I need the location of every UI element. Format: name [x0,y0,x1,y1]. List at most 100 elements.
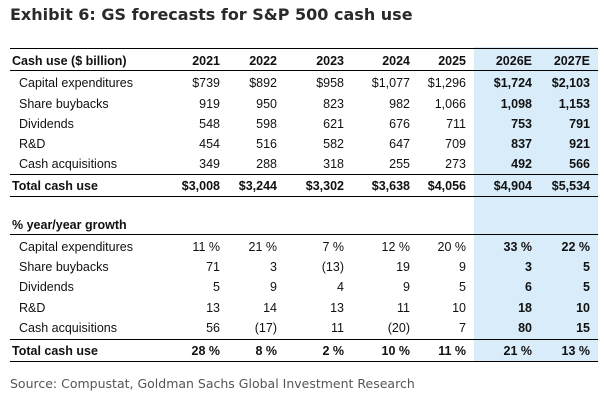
growth-row: Share buybacks 71 3 (13) 19 9 3 5 [0,257,604,277]
value-cell: 10 [576,301,590,315]
growth-row: Capital expenditures 11 % 21 % 7 % 12 % 20 % 3… [0,237,604,257]
value-cell: 921 [569,137,590,151]
data-row: Share buybacks 919 950 823 982 1,066 1,098 1,15… [0,94,604,114]
value-cell: 6 [525,280,532,294]
value-cell: 9 [403,280,410,294]
value-cell: (17) [254,321,277,335]
value-cell: 711 [446,117,466,131]
value-cell: $4,056 [427,179,466,193]
value-cell: 5 [583,280,590,294]
value-cell: 255 [389,157,410,171]
value-cell: 10 [452,301,466,315]
year-header: 2023 [316,54,344,68]
bottom-rule [10,361,598,362]
value-cell: 288 [256,157,277,171]
year-header: 2021 [192,54,220,68]
value-cell: 33 % [503,240,533,254]
value-cell: 5 [213,280,220,294]
value-cell: 919 [199,97,220,111]
value-cell: 7 [459,321,466,335]
value-cell: 548 [199,117,220,131]
value-cell: 15 [576,321,590,335]
row-label: Cash acquisitions [19,321,117,335]
value-cell: 621 [323,117,344,131]
total-rule-top [10,174,598,175]
data-row: Dividends 548 598 621 676 711 753 791 [0,114,604,134]
value-cell: 11 % [192,240,220,254]
total-row: Total cash use $3,008 $3,244 $3,302 $3,638 $4… [0,176,604,196]
value-cell: 1,066 [434,97,466,111]
value-cell: 950 [256,97,277,111]
value-cell: 3 [270,260,277,274]
row-label: Capital expenditures [19,240,133,254]
growth-header-row: % year/year growth [0,215,604,235]
value-cell: 19 [396,260,410,274]
row-label: R&D [19,301,46,315]
growth-header-rule [10,234,598,235]
value-cell: 22 % [561,240,591,254]
row-label: Share buybacks [19,97,109,111]
year-header: 2024 [382,54,410,68]
year-header: 2022 [249,54,277,68]
value-cell: 349 [199,157,220,171]
value-cell: 28 % [191,344,221,358]
value-cell: 11 [397,301,410,315]
row-label: Total cash use [12,179,98,193]
value-cell: $3,302 [305,179,344,193]
value-cell: 3 [525,260,532,274]
value-cell: 5 [459,280,466,294]
row-label: Total cash use [12,344,98,358]
value-cell: 7 % [322,240,344,254]
value-cell: 566 [569,157,590,171]
value-cell: 14 [263,301,277,315]
value-cell: 2 % [322,344,344,358]
value-cell: $5,534 [551,179,590,193]
value-cell: 9 [459,260,466,274]
row-label: % year/year growth [12,218,127,232]
growth-total-rule-top [10,339,598,340]
value-cell: 454 [199,137,220,151]
value-cell: 71 [206,260,220,274]
value-cell: 837 [511,137,532,151]
top-rule [10,48,598,49]
value-cell: 10 % [381,344,411,358]
data-row: R&D 454 516 582 647 709 837 921 [0,134,604,154]
value-cell: $1,296 [427,76,466,90]
value-cell: 21 % [248,240,278,254]
value-cell: 823 [323,97,344,111]
row-label: Capital expenditures [19,76,133,90]
value-cell: 598 [256,117,277,131]
value-cell: $3,244 [238,179,277,193]
header-row: Cash use ($ billion) 2021 2022 2023 2024 2025… [0,51,604,71]
value-cell: 12 % [381,240,411,254]
value-cell: 80 [518,321,532,335]
value-cell: 13 [206,301,220,315]
value-cell: 318 [323,157,344,171]
row-label: R&D [19,137,46,151]
value-cell: 982 [389,97,410,111]
growth-total-row: Total cash use 28 % 8 % 2 % 10 % 11 % 21 % 13 % [0,341,604,361]
data-row: Cash acquisitions 349 288 318 255 273 492 566 [0,154,604,174]
growth-row: Cash acquisitions 56 (17) 11 (20) 7 80 15 [0,318,604,338]
row-label: Dividends [19,117,74,131]
value-cell: 492 [511,157,532,171]
value-cell: 9 [270,280,277,294]
source-note: Source: Compustat, Goldman Sachs Global … [10,376,415,391]
row-label: Cash acquisitions [19,157,117,171]
header-rule [10,70,598,71]
year-header: 2026E [495,54,532,68]
value-cell: 5 [583,260,590,274]
growth-row: Dividends 5 9 4 9 5 6 5 [0,277,604,297]
value-cell: 8 % [255,344,277,358]
value-cell: 13 [330,301,344,315]
value-cell: 676 [389,117,410,131]
value-cell: 20 % [437,240,467,254]
value-cell: $3,638 [371,179,410,193]
value-cell: 1,098 [500,97,532,111]
value-cell: 516 [256,137,277,151]
value-cell: 273 [445,157,466,171]
value-cell: 709 [445,137,466,151]
value-cell: 18 [518,301,532,315]
value-cell: $892 [249,76,277,90]
value-cell: $1,077 [371,76,410,90]
